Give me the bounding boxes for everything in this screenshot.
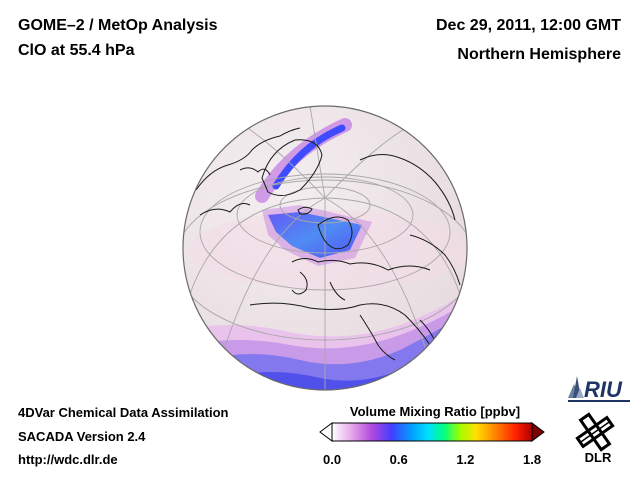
clo-southern-band-deep [225, 370, 400, 390]
product-title: GOME–2 / MetOp Analysis [18, 17, 218, 34]
colorbar-max-arrow [531, 422, 545, 442]
colorbar-tick-label: 1.8 [523, 452, 542, 467]
colorbar-min-arrow [319, 422, 333, 442]
riu-logo: RIU [568, 376, 630, 402]
colorbar-gradient [331, 422, 533, 442]
method-label: 4DVar Chemical Data Assimilation [18, 405, 229, 420]
date-time-label: Dec 29, 2011, 12:00 GMT [436, 17, 621, 34]
clo-max-halo [262, 205, 372, 266]
riu-logo-text: RIU [584, 377, 623, 402]
clo-arc-core [272, 124, 346, 190]
dlr-logo: DLR [575, 412, 615, 465]
colorbar-tick-label: 0.6 [389, 452, 408, 467]
colorbar [319, 422, 545, 442]
hemisphere-label: Northern Hemisphere [457, 46, 621, 63]
website-link[interactable]: http://wdc.dlr.de [18, 452, 118, 467]
colorbar-tick-label: 1.2 [456, 452, 475, 467]
colorbar-tick-label: 0.0 [323, 452, 342, 467]
colorbar-title: Volume Mixing Ratio [ppbv] [349, 404, 521, 419]
species-level-label: ClO at 55.4 hPa [18, 42, 135, 59]
dlr-logo-text: DLR [585, 450, 612, 465]
version-label: SACADA Version 2.4 [18, 429, 146, 444]
globe-outline [182, 105, 468, 391]
